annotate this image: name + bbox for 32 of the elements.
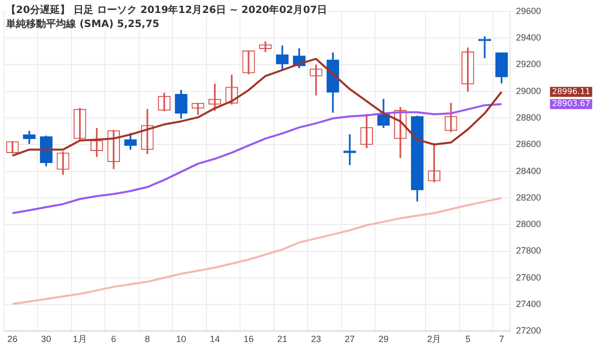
chart-title: 【20分遅延】 日足 ローソク 2019年12月26日 ~ 2020年02月07日 xyxy=(6,3,328,17)
y-tick-label: 28600 xyxy=(516,139,542,150)
y-tick-label: 28400 xyxy=(516,166,542,176)
x-tick-label: 7 xyxy=(499,334,504,344)
x-tick-label: 5 xyxy=(465,334,470,344)
y-tick-label: 28000 xyxy=(516,219,542,230)
y-tick-label: 28800 xyxy=(516,112,542,122)
y-tick-label: 29200 xyxy=(516,59,542,70)
text: 単純移動平均線 (SMA) 5,25,75 xyxy=(6,17,160,31)
x-tick-label: 23 xyxy=(311,334,322,344)
x-tick-label: 30 xyxy=(41,334,52,344)
y-tick-label: 27800 xyxy=(516,246,542,256)
y-tick-label: 27200 xyxy=(516,326,542,336)
y-tick-label: 28200 xyxy=(516,192,542,202)
y-tick-label: 27400 xyxy=(516,299,542,310)
y-tick-label: 29000 xyxy=(516,86,542,96)
x-tick-label: 16 xyxy=(244,334,254,344)
y-tick-label: 27600 xyxy=(516,272,542,282)
x-tick-label: 21 xyxy=(277,334,288,344)
x-tick-label: 1月 xyxy=(72,334,87,344)
y-tick-label: 29400 xyxy=(516,32,542,43)
x-tick-label: 29 xyxy=(378,334,389,344)
x-tick-label: 6 xyxy=(111,334,116,344)
y-tick-label: 29600 xyxy=(516,6,542,16)
x-tick-label: 14 xyxy=(210,334,220,344)
x-tick-label: 8 xyxy=(144,334,150,344)
x-tick-label: 27 xyxy=(344,334,355,344)
x-tick-label: 10 xyxy=(176,334,186,344)
text: 28996.11 xyxy=(552,86,590,96)
x-tick-label: 2月 xyxy=(427,334,442,344)
x-tick-label: 26 xyxy=(7,334,18,344)
text: 28903.67 xyxy=(552,99,590,108)
